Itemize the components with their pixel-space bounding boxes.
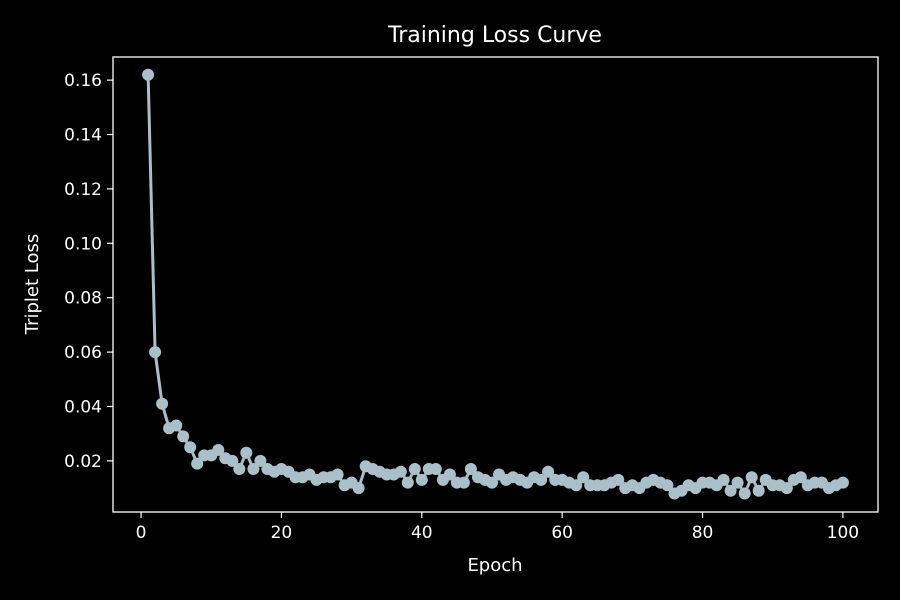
loss-point (184, 441, 197, 454)
loss-point (794, 471, 807, 484)
x-axis: 0 20 40 60 80 100 (136, 512, 859, 543)
loss-point (457, 476, 470, 489)
x-tick-label: 60 (551, 523, 573, 543)
y-tick-label: 0.16 (64, 71, 102, 91)
loss-point (247, 463, 260, 475)
x-tick-label: 0 (136, 523, 147, 543)
loss-point (401, 476, 414, 489)
x-tick-label: 80 (692, 523, 714, 543)
loss-point (542, 465, 555, 478)
loss-point (464, 463, 477, 475)
loss-point (612, 473, 625, 486)
x-tick-label: 100 (827, 523, 859, 543)
loss-point (717, 473, 730, 486)
loss-point (142, 68, 155, 81)
y-tick-label: 0.02 (64, 452, 102, 472)
y-tick-label: 0.04 (64, 397, 102, 417)
loss-point (570, 479, 583, 492)
loss-point (226, 454, 239, 467)
x-axis-label: Epoch (467, 555, 522, 576)
loss-point (240, 446, 253, 459)
x-tick-label: 40 (411, 523, 433, 543)
loss-point (745, 471, 758, 484)
x-tick-label: 20 (271, 523, 293, 543)
loss-point (415, 473, 428, 486)
y-axis: 0.02 0.04 0.06 0.08 0.10 0.12 0.14 0.16 (64, 71, 113, 472)
loss-series-line (146, 74, 844, 495)
loss-point (577, 471, 590, 484)
loss-point (177, 430, 190, 443)
y-tick-label: 0.10 (64, 234, 102, 254)
loss-point (429, 463, 442, 475)
loss-point (156, 397, 169, 410)
loss-point (149, 346, 162, 359)
y-tick-label: 0.14 (64, 126, 102, 146)
loss-point (394, 465, 407, 478)
loss-point (738, 487, 751, 500)
loss-point (170, 419, 183, 432)
chart-title: Training Loss Curve (387, 23, 602, 48)
loss-point (191, 457, 204, 470)
loss-point (752, 484, 765, 497)
axes-frame (112, 56, 879, 513)
loss-point (212, 444, 225, 456)
loss-point (836, 476, 849, 489)
loss-point (780, 482, 793, 495)
loss-point (254, 454, 267, 467)
y-tick-label: 0.08 (64, 289, 102, 309)
loss-point (408, 463, 421, 475)
y-axis-label: Triplet Loss (22, 234, 43, 336)
loss-point (443, 468, 456, 481)
loss-point (331, 468, 344, 481)
loss-point (486, 476, 498, 489)
loss-point (352, 482, 365, 495)
plot-area (142, 68, 849, 500)
loss-point (731, 476, 744, 489)
y-tick-label: 0.06 (64, 343, 102, 363)
loss-point (535, 473, 548, 486)
y-tick-label: 0.12 (64, 180, 102, 200)
loss-point (724, 484, 737, 497)
loss-point (661, 479, 674, 492)
loss-point (233, 463, 246, 475)
